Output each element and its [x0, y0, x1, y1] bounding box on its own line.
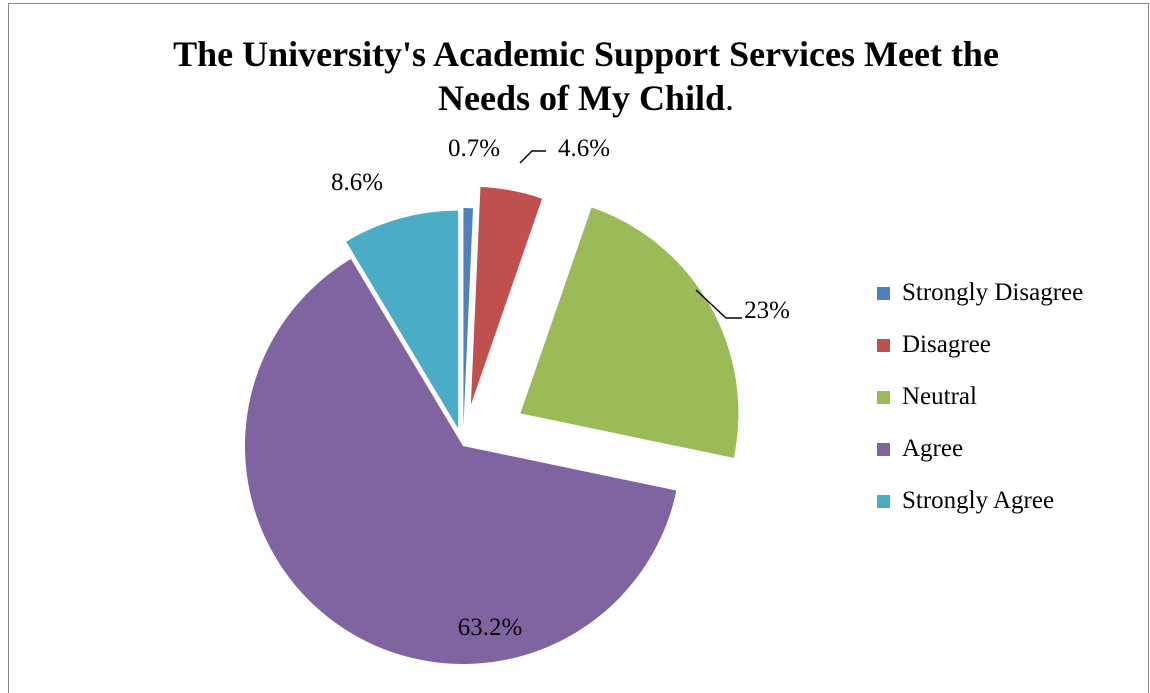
leader-line	[519, 150, 546, 164]
leader-lines	[519, 150, 742, 319]
pie-chart: The University's Academic Support Servic…	[173, 34, 1083, 664]
chart-title-line-2-text: Needs of My Child	[438, 78, 725, 118]
legend-label: Strongly Disagree	[902, 279, 1083, 306]
chart-title-line-2: Needs of My Child.	[438, 78, 734, 118]
slice-strongly-agree	[346, 210, 459, 429]
data-label-agree: 63.2%	[458, 614, 523, 641]
legend-label: Neutral	[902, 383, 977, 410]
slice-neutral	[520, 207, 739, 458]
chart-title-period: .	[725, 78, 734, 118]
legend: Strongly Disagree Disagree Neutral Agree Str…	[877, 279, 1083, 514]
legend-swatch	[877, 287, 890, 300]
pie-slices	[245, 186, 739, 664]
legend-swatch	[877, 391, 890, 404]
legend-label: Strongly Agree	[902, 487, 1054, 514]
data-label-neutral: 23%	[744, 297, 790, 324]
slice-agree	[245, 258, 677, 664]
data-label-strongly-agree: 8.6%	[331, 169, 383, 196]
legend-swatch	[877, 443, 890, 456]
legend-swatch	[877, 339, 890, 352]
slice-strongly-disagree	[463, 208, 474, 427]
data-labels: 0.7% 4.6% 23% 63.2% 8.6%	[331, 135, 790, 641]
legend-label: Disagree	[902, 331, 991, 358]
slice-disagree	[470, 186, 543, 405]
data-label-strongly-disagree: 0.7%	[448, 135, 500, 162]
legend-label: Agree	[902, 435, 963, 462]
data-label-disagree: 4.6%	[558, 135, 610, 162]
legend-swatch	[877, 495, 890, 508]
leader-line	[695, 289, 742, 319]
chart-title-line-1: The University's Academic Support Servic…	[173, 34, 999, 74]
